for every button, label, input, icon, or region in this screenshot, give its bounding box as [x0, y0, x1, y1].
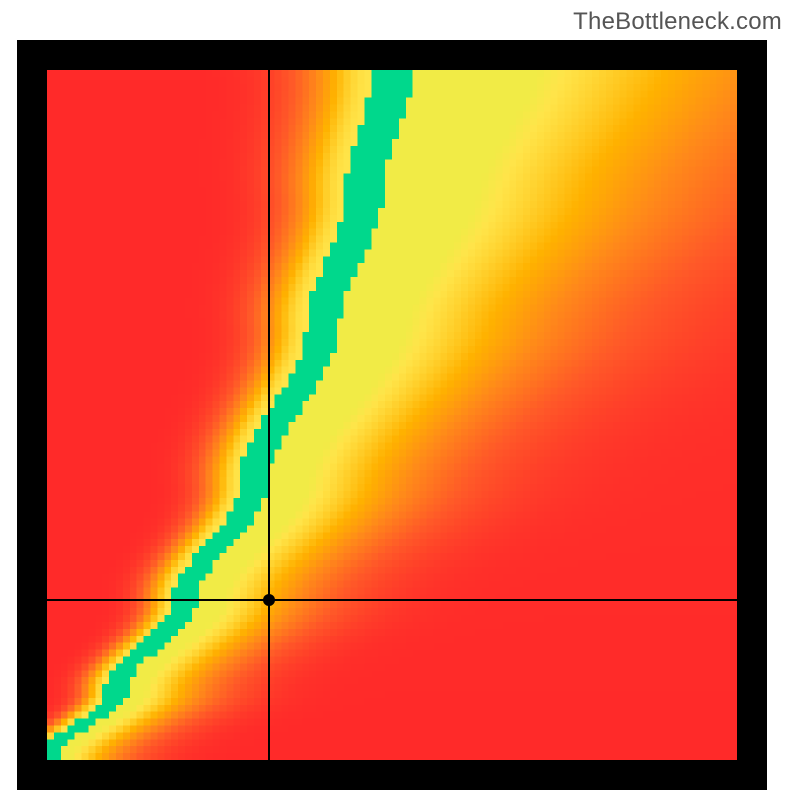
crosshair-horizontal: [47, 599, 737, 601]
watermark-text: TheBottleneck.com: [573, 8, 782, 36]
image-root: TheBottleneck.com: [0, 0, 800, 800]
crosshair-vertical: [268, 70, 270, 760]
crosshair-marker: [263, 594, 275, 606]
heatmap-area: [47, 70, 737, 760]
heatmap-canvas: [47, 70, 737, 760]
plot-border: [17, 40, 767, 790]
